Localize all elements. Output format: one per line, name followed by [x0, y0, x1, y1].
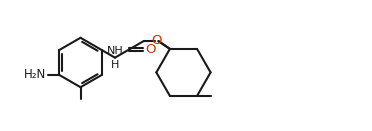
Text: H: H: [111, 60, 119, 70]
Text: NH: NH: [107, 46, 124, 56]
Text: O: O: [145, 43, 156, 56]
Text: H₂N: H₂N: [24, 68, 46, 81]
Text: O: O: [151, 34, 161, 47]
